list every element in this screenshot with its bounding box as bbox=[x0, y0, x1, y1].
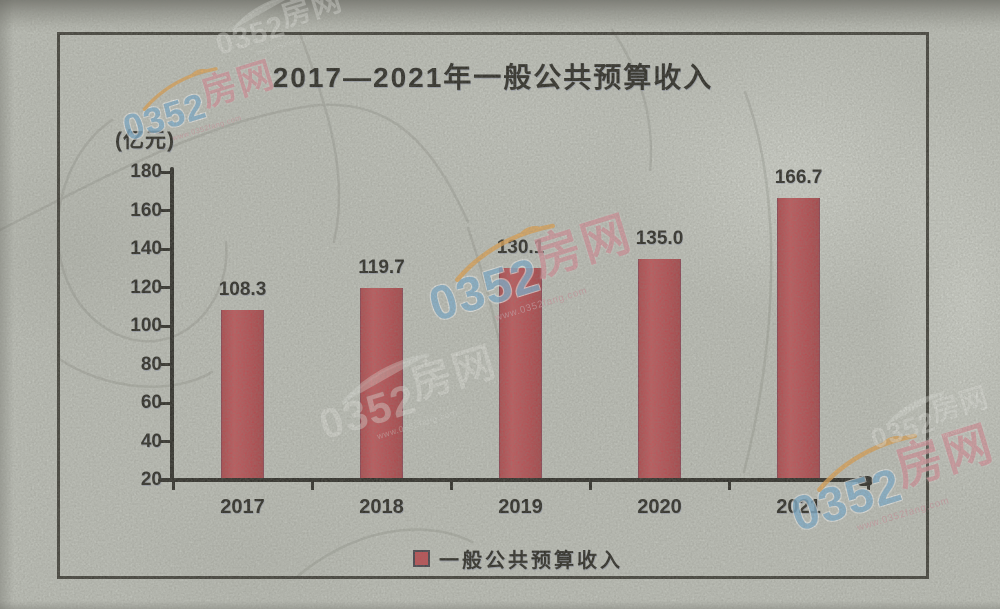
y-tick-mark bbox=[160, 286, 171, 289]
legend-marker bbox=[413, 550, 430, 567]
bar bbox=[360, 288, 403, 478]
y-tick-mark bbox=[160, 363, 171, 366]
y-tick-label: 20 bbox=[140, 469, 162, 490]
bar bbox=[499, 268, 542, 478]
y-tick-label: 140 bbox=[130, 238, 162, 259]
bar bbox=[221, 310, 264, 478]
x-tick-mark bbox=[171, 480, 175, 490]
scan-dark-bottom-edge bbox=[0, 601, 1000, 609]
y-tick-label: 160 bbox=[130, 199, 162, 221]
x-tick-mark bbox=[727, 480, 731, 490]
watermark-name: 房网 bbox=[927, 381, 993, 428]
y-tick-mark bbox=[160, 440, 171, 443]
y-tick-mark bbox=[160, 324, 171, 328]
x-tick-mark bbox=[449, 480, 453, 490]
x-axis-category-label: 2018 bbox=[359, 496, 404, 518]
bar-value-label: 135.0 bbox=[635, 227, 684, 249]
x-axis-category-label: 2017 bbox=[220, 496, 265, 518]
x-axis-end-blob bbox=[858, 476, 873, 486]
x-axis-line bbox=[158, 478, 871, 482]
bar bbox=[638, 258, 681, 478]
scan-dark-left-edge bbox=[0, 0, 14, 609]
watermark-swoosh-icon bbox=[231, 0, 295, 31]
x-tick-mark bbox=[866, 480, 870, 490]
bar-value-label: 119.7 bbox=[358, 257, 405, 279]
bar bbox=[777, 197, 820, 478]
bar-value-label: 166.7 bbox=[774, 166, 823, 188]
y-tick-label: 100 bbox=[130, 315, 162, 336]
y-tick-label: 80 bbox=[140, 353, 162, 375]
y-tick-mark bbox=[160, 478, 171, 482]
watermark-name: 房网 bbox=[276, 0, 347, 34]
scan-dark-top-edge bbox=[0, 0, 1000, 32]
x-axis-category-label: 2020 bbox=[637, 496, 682, 518]
chart-title: 2017—2021年一般公共预算收入 bbox=[272, 62, 714, 93]
y-tick-label: 40 bbox=[140, 430, 162, 452]
y-tick-label: 120 bbox=[130, 276, 162, 298]
y-tick-label: 180 bbox=[130, 161, 162, 182]
legend: 一般公共预算收入 bbox=[413, 544, 623, 573]
bar-value-label: 108.3 bbox=[218, 279, 267, 301]
y-tick-mark bbox=[160, 247, 171, 251]
x-tick-mark bbox=[310, 480, 314, 490]
y-tick-label: 60 bbox=[140, 392, 162, 413]
bar-value-label: 130.1 bbox=[496, 237, 545, 259]
legend-label: 一般公共预算收入 bbox=[439, 550, 623, 572]
y-tick-mark bbox=[160, 170, 171, 174]
y-tick-mark bbox=[160, 401, 171, 405]
x-axis-category-label: 2021 bbox=[776, 496, 821, 518]
y-tick-mark bbox=[160, 209, 171, 212]
x-axis-category-label: 2019 bbox=[498, 496, 543, 518]
y-axis-unit-label: (亿元) bbox=[115, 129, 175, 152]
x-tick-mark bbox=[588, 480, 592, 490]
